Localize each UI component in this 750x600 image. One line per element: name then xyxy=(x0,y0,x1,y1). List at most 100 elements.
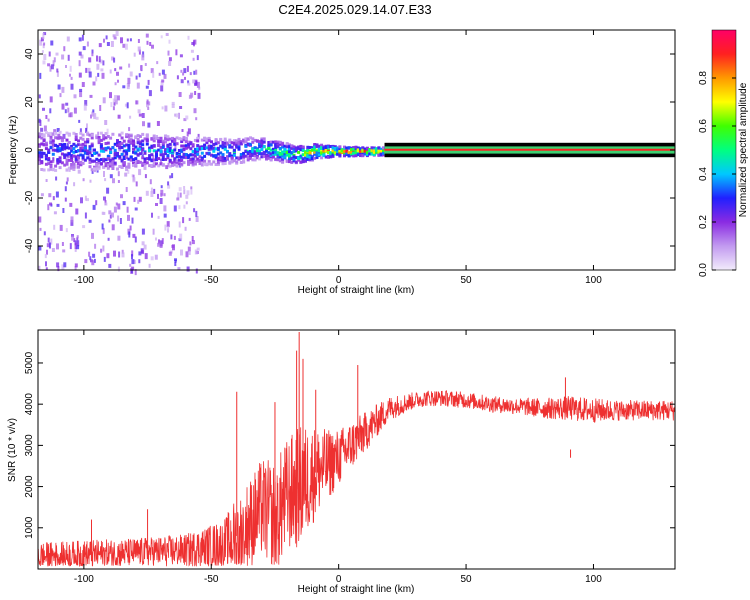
band-cell xyxy=(189,142,193,146)
noise-speckle xyxy=(178,112,180,119)
band-cell xyxy=(267,143,271,147)
band-cell xyxy=(118,133,122,137)
y-tick-label: 0 xyxy=(24,147,35,153)
band-cell xyxy=(70,144,74,148)
noise-speckle xyxy=(178,205,181,210)
noise-speckle xyxy=(128,127,131,132)
band-cell xyxy=(285,153,289,157)
band-cell xyxy=(359,154,362,157)
noise-speckle xyxy=(115,31,119,36)
noise-speckle xyxy=(40,193,44,197)
band-cell xyxy=(164,152,168,156)
noise-speckle xyxy=(102,211,106,215)
band-cell xyxy=(223,147,227,151)
band-cell xyxy=(180,149,184,153)
band-cell xyxy=(54,132,58,136)
band-cell xyxy=(136,153,140,157)
band-cell xyxy=(111,146,115,150)
noise-speckle xyxy=(179,233,183,240)
noise-speckle xyxy=(76,237,79,241)
band-cell xyxy=(143,162,147,166)
noise-speckle xyxy=(178,221,181,228)
x-tick-label: 0 xyxy=(336,574,342,585)
noise-speckle xyxy=(165,165,169,170)
band-cell xyxy=(81,154,85,158)
noise-speckle xyxy=(74,263,78,268)
band-cell xyxy=(111,163,115,167)
noise-speckle xyxy=(102,245,105,252)
band-cell xyxy=(333,151,337,155)
band-cell xyxy=(232,153,236,157)
band-cell xyxy=(182,138,186,142)
noise-speckle xyxy=(168,251,172,256)
noise-speckle xyxy=(96,55,98,62)
noise-speckle xyxy=(47,118,50,122)
band-cell xyxy=(56,144,60,148)
band-cell xyxy=(38,154,41,157)
band-cell xyxy=(122,161,126,165)
band-cell xyxy=(212,154,216,158)
noise-speckle xyxy=(52,157,55,163)
y-tick-label: 5000 xyxy=(24,351,35,374)
noise-speckle xyxy=(114,82,117,86)
band-cell xyxy=(210,147,213,151)
band-cell xyxy=(47,132,51,136)
band-cell xyxy=(274,157,278,161)
band-cell xyxy=(180,144,184,148)
band-cell xyxy=(258,140,262,144)
band-cell xyxy=(168,149,172,152)
band-cell xyxy=(200,145,204,149)
band-cell xyxy=(118,155,122,159)
noise-speckle xyxy=(138,73,141,78)
band-cell xyxy=(285,145,289,149)
band-cell xyxy=(182,161,186,165)
band-cell xyxy=(216,160,220,164)
noise-speckle xyxy=(70,83,74,90)
band-cell xyxy=(141,143,145,147)
noise-speckle xyxy=(109,69,112,74)
noise-speckle xyxy=(49,108,52,114)
noise-speckle xyxy=(129,225,132,231)
band-cell xyxy=(313,148,317,152)
noise-speckle xyxy=(67,107,70,113)
band-cell xyxy=(278,155,282,159)
band-cell xyxy=(219,157,223,161)
noise-speckle xyxy=(114,95,118,102)
noise-speckle xyxy=(141,154,144,158)
noise-speckle xyxy=(145,190,149,196)
band-cell xyxy=(58,130,62,134)
x-tick-label: -50 xyxy=(204,574,219,585)
noise-speckle xyxy=(68,113,72,118)
band-cell xyxy=(304,150,307,154)
band-cell xyxy=(155,137,158,140)
band-cell xyxy=(125,133,129,137)
band-cell xyxy=(193,138,197,142)
snr-frame xyxy=(37,329,676,570)
noise-speckle xyxy=(50,238,53,245)
band-cell xyxy=(143,160,147,164)
band-cell xyxy=(198,155,202,159)
band-cell xyxy=(297,158,301,162)
noise-speckle xyxy=(49,242,51,249)
band-cell xyxy=(370,148,374,152)
band-cell xyxy=(246,158,250,162)
noise-speckle xyxy=(46,243,50,248)
band-cell xyxy=(274,150,278,154)
colorbar-label: Normalized spectral amplitude xyxy=(738,82,749,217)
band-cell xyxy=(322,147,326,151)
noise-speckle xyxy=(190,49,194,53)
noise-speckle xyxy=(91,170,94,174)
band-cell xyxy=(136,141,140,145)
band-cell xyxy=(193,154,197,158)
noise-speckle xyxy=(145,85,149,89)
band-cell xyxy=(317,153,321,157)
band-cell xyxy=(370,152,374,156)
band-cell xyxy=(283,144,287,148)
band-cell xyxy=(191,153,195,157)
band-cell xyxy=(352,147,356,151)
noise-speckle xyxy=(161,79,165,83)
band-cell xyxy=(136,159,140,163)
noise-speckle xyxy=(150,191,154,197)
noise-speckle xyxy=(49,96,53,103)
noise-speckle xyxy=(78,119,81,123)
